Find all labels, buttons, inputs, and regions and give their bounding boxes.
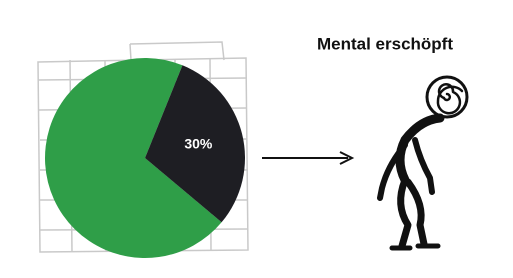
slice-label: 30% <box>184 135 213 151</box>
chart: 30% Mental erschöpft <box>0 0 513 278</box>
page: 30% Mental erschöpft (() => { const data… <box>0 0 513 278</box>
annotation: Mental erschöpft <box>317 34 453 53</box>
pie: 30% <box>45 58 245 258</box>
